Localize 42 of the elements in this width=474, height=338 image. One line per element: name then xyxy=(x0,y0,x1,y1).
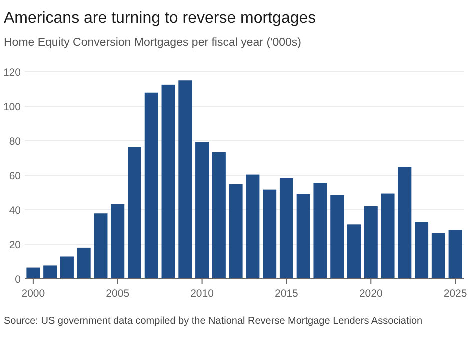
bar xyxy=(330,195,344,279)
bar xyxy=(364,206,378,279)
bar xyxy=(381,194,395,279)
bar xyxy=(26,268,40,279)
chart-subtitle: Home Equity Conversion Mortgages per fiscal year ('000s) xyxy=(4,37,302,49)
bar xyxy=(77,248,91,279)
bar xyxy=(398,167,412,279)
x-tick-label: 2020 xyxy=(359,288,383,300)
bar xyxy=(415,222,429,279)
chart-title: Americans are turning to reverse mortgages xyxy=(4,10,316,27)
bar xyxy=(229,184,243,279)
bar xyxy=(162,84,176,279)
bar xyxy=(94,214,108,279)
y-tick-label: 100 xyxy=(3,102,22,114)
y-tick-label: 60 xyxy=(9,170,22,182)
y-tick-label: 20 xyxy=(9,240,22,252)
bar xyxy=(246,174,260,279)
bar xyxy=(296,194,310,279)
x-tick-label: 2000 xyxy=(22,288,46,300)
y-tick-label: 40 xyxy=(9,205,22,217)
bar xyxy=(212,152,226,279)
x-tick-label: 2010 xyxy=(190,288,214,300)
bar xyxy=(111,204,125,279)
bar xyxy=(263,190,277,279)
x-tick-label: 2025 xyxy=(444,288,468,300)
x-tick-label: 2005 xyxy=(106,288,130,300)
bar xyxy=(347,224,362,279)
bar xyxy=(44,266,58,279)
bar xyxy=(60,256,74,279)
y-tick-label: 0 xyxy=(15,274,22,286)
x-tick-label: 2015 xyxy=(275,288,299,300)
y-tick-label: 120 xyxy=(3,67,22,79)
bar xyxy=(432,233,446,279)
y-tick-label: 80 xyxy=(9,136,22,148)
bar xyxy=(280,178,294,279)
bar xyxy=(314,183,328,279)
bar xyxy=(448,230,462,279)
bar xyxy=(196,142,210,279)
bar xyxy=(128,147,142,279)
bar xyxy=(178,80,192,279)
bar xyxy=(144,92,158,279)
source-note: Source: US government data compiled by the National Reverse Mortgage Lenders Association xyxy=(4,316,423,327)
